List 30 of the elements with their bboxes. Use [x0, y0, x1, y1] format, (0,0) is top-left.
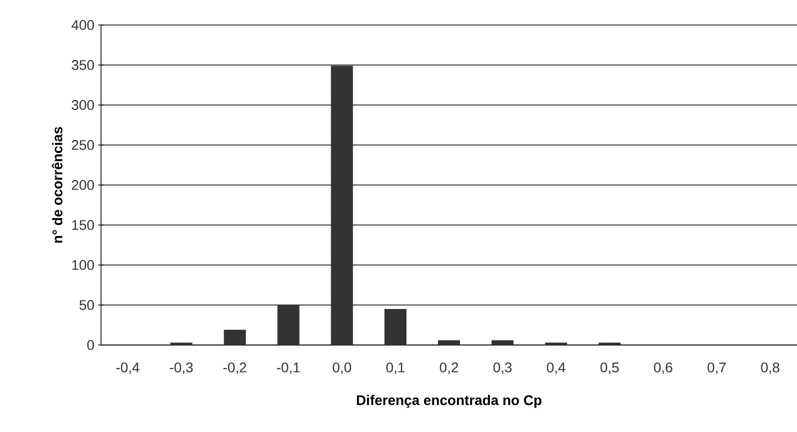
y-tick-label: 350 — [72, 60, 94, 70]
y-tick-label: 300 — [72, 100, 94, 110]
x-tick-label: -0,1 — [277, 362, 300, 374]
y-tick-label: 100 — [72, 260, 94, 270]
bar — [438, 340, 460, 345]
x-tick-label: 0,0 — [332, 362, 352, 374]
x-tick-label: 0,3 — [493, 362, 512, 374]
x-tick-label: -0,2 — [223, 362, 246, 374]
bar — [224, 330, 246, 345]
y-tick-label: 200 — [72, 180, 94, 190]
y-axis-title: n° de ocorrências — [52, 126, 62, 243]
y-tick-label: 50 — [80, 300, 94, 310]
x-tick-label: 0,5 — [600, 362, 619, 374]
x-tick-label: 0,7 — [708, 362, 726, 374]
x-tick-label: 0,4 — [546, 362, 566, 374]
bar — [277, 305, 300, 345]
x-tick-label: -0,3 — [170, 362, 193, 374]
x-tick-label: 0,8 — [761, 362, 780, 374]
y-tick-label: 250 — [72, 140, 94, 150]
bar — [384, 309, 406, 345]
y-tick-label: 400 — [72, 20, 94, 30]
bar — [492, 340, 514, 345]
y-tick-label: 150 — [72, 220, 94, 230]
x-tick-label: 0,2 — [440, 362, 458, 374]
x-axis-title: Diferença encontrada no Cp — [356, 394, 542, 408]
x-tick-label: 0,1 — [386, 362, 404, 374]
x-tick-label: -0,4 — [116, 362, 140, 374]
bar — [330, 66, 353, 345]
x-tick-label: 0,6 — [654, 362, 672, 374]
y-tick-label: 0 — [87, 340, 94, 350]
